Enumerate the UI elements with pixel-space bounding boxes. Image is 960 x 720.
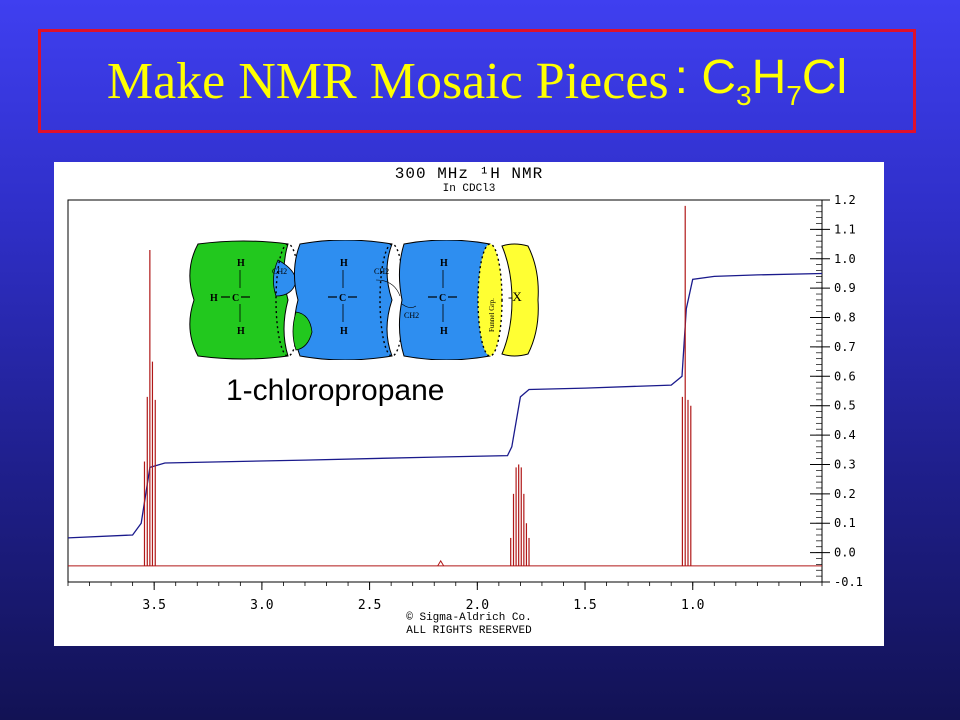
formula-subscript-3: 3 — [735, 80, 752, 111]
footer-copyright: © Sigma-Aldrich Co. — [406, 612, 532, 624]
methylene-2-c: C — [439, 293, 446, 304]
x-group-piece: -X — [501, 243, 539, 357]
plot-border — [67, 199, 823, 583]
x-tick-label: 1.5 — [573, 598, 596, 613]
formula-subscript-7: 7 — [786, 80, 802, 111]
methylene-1-h-bottom: H — [340, 326, 348, 337]
x-group-label: -X — [508, 289, 522, 304]
slide-title: Make NMR Mosaic Pieces : C3H7Cl — [38, 29, 916, 133]
y-tick-label: 0.4 — [834, 428, 856, 442]
x-tick-label: 2.5 — [358, 598, 381, 613]
y-tick-label: 0.1 — [834, 516, 856, 530]
y-tick-label: 0.9 — [834, 281, 856, 295]
nmr-spectrum-chart: 3.5 3.0 2.5 2.0 1.5 1.0 -0.1 0.0 0.1 0.2 0.3 0.4 0.… — [67, 193, 863, 613]
spectrum-solvent: In CDCl3 — [442, 183, 496, 195]
mosaic-pieces-diagram: H H C H CH2 CH2 H C H CH2 — [189, 240, 539, 360]
title-formula: : C3H7Cl — [675, 50, 848, 112]
footer-rights: ALL RIGHTS RESERVED — [406, 625, 532, 637]
y-tick-label: 0.8 — [834, 311, 856, 325]
formula-prefix: : C — [674, 51, 736, 104]
methylene-piece-2: H C H CH2 Funnel Grp. — [398, 240, 503, 360]
methylene-2-h-top: H — [440, 258, 448, 269]
formula-cl: Cl — [801, 51, 848, 104]
spectrum-header: 300 MHz ¹H NMR — [394, 165, 544, 183]
methylene-1-ch2-label: CH2 — [374, 267, 389, 276]
y-tick-label: 1.0 — [834, 252, 856, 266]
y-tick-label: 1.1 — [834, 222, 856, 236]
methylene-piece-2-dotted-edge — [477, 243, 503, 357]
formula-h: H — [751, 51, 787, 104]
title-text: Make NMR Mosaic Pieces — [106, 52, 669, 110]
methylene-piece-1-shape — [294, 240, 393, 360]
y-tick-label: 0.2 — [834, 487, 856, 501]
x-tick-label: 1.0 — [681, 598, 704, 613]
methyl-c: C — [232, 293, 239, 304]
methylene-2-h-bottom: H — [440, 326, 448, 337]
methylene-1-h-top: H — [340, 258, 348, 269]
spectrum-peak — [437, 559, 445, 567]
methyl-h-left: H — [210, 293, 218, 304]
y-tick-label: 0.3 — [834, 457, 856, 471]
methyl-ch2-label: CH2 — [272, 267, 287, 276]
x-axis: 3.5 3.0 2.5 2.0 1.5 1.0 — [67, 582, 823, 613]
y-tick-label: 0.0 — [834, 546, 856, 560]
x-tick-label: 2.0 — [466, 598, 489, 613]
methyl-piece-shape — [189, 240, 289, 360]
methyl-h-bottom: H — [237, 326, 245, 337]
y-tick-label: 1.2 — [834, 193, 856, 207]
y-tick-label: -0.1 — [834, 575, 863, 589]
x-tick-label: 3.0 — [250, 598, 273, 613]
methyl-ch2-lobe — [273, 259, 297, 297]
spectrum-layer — [68, 205, 822, 567]
methylene-2-ch2-label: CH2 — [404, 311, 419, 320]
methylene-piece-1-green-lobe — [292, 311, 313, 351]
funnel-group-label: Funnel Grp. — [488, 298, 496, 332]
methyl-h-top: H — [237, 258, 245, 269]
x-tick-label: 3.5 — [142, 598, 165, 613]
x-group-piece-shape — [501, 243, 539, 357]
y-tick-label: 0.5 — [834, 399, 856, 413]
y-tick-label: 0.7 — [834, 340, 856, 354]
y-tick-label: 0.6 — [834, 369, 856, 383]
methylene-1-c: C — [339, 293, 346, 304]
methyl-piece: H H C H CH2 CH2 — [189, 240, 313, 360]
compound-name: 1-chloropropane — [226, 374, 445, 407]
plot-frame — [67, 199, 823, 583]
nmr-spectrum-panel: 300 MHz ¹H NMR In CDCl3 3.5 3.0 2.5 2.0 1.5 1… — [54, 162, 884, 646]
y-axis: -0.1 0.0 0.1 0.2 0.3 0.4 0.5 0.6 0.7 0.8 0.9 1.0 1.1… — [810, 193, 863, 589]
methylene-piece-1: H C H CH2 — [292, 240, 405, 360]
